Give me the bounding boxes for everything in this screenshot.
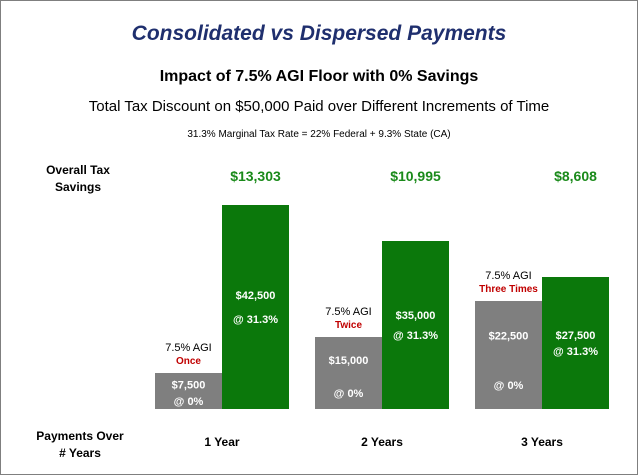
overall-savings-label-line1: Overall Tax (46, 163, 110, 177)
chart-subtitle: Impact of 7.5% AGI Floor with 0% Savings (159, 68, 479, 85)
chart-subtitle-secondary: Total Tax Discount on $50,000 Paid over … (88, 98, 550, 115)
bar-green-2 (382, 241, 449, 409)
payments-label: Payments Over # Years (30, 428, 130, 462)
agi-label: 7.5% AGI (485, 270, 531, 282)
tax-rate-note: 31.3% Marginal Tax Rate = 22% Federal + … (187, 129, 451, 140)
bar-gray-value-label: $22,500 (489, 331, 529, 343)
overall-savings-label: Overall Tax Savings (38, 162, 118, 196)
bar-green-rate-label: @ 31.3% (393, 330, 438, 342)
overall-savings-label-line2: Savings (54, 180, 102, 194)
bar-green-1 (222, 205, 289, 409)
category-label: 2 Years (361, 435, 403, 449)
category-label: 1 Year (204, 435, 239, 449)
bar-gray-rate-label: @ 0% (494, 380, 524, 392)
agi-frequency-label: Three Times (479, 284, 538, 295)
bar-green-value-label: $35,000 (396, 310, 436, 322)
bar-green-rate-label: @ 31.3% (233, 314, 278, 326)
bar-gray-value-label: $7,500 (172, 380, 206, 392)
overall-savings-value: $8,608 (554, 168, 597, 184)
agi-label: 7.5% AGI (165, 342, 211, 354)
agi-frequency-label: Twice (335, 320, 362, 331)
bar-gray-rate-label: @ 0% (174, 396, 204, 408)
bar-gray-value-label: $15,000 (329, 355, 369, 367)
bar-green-value-label: $42,500 (236, 290, 276, 302)
bar-gray-1 (155, 373, 222, 409)
overall-savings-value: $10,995 (390, 168, 441, 184)
category-label: 3 Years (521, 435, 563, 449)
agi-label: 7.5% AGI (325, 306, 371, 318)
bar-green-rate-label: @ 31.3% (553, 346, 598, 358)
bar-gray-rate-label: @ 0% (334, 388, 364, 400)
bar-green-value-label: $27,500 (556, 330, 596, 342)
payments-label-line2: # Years (59, 446, 101, 460)
payments-label-line1: Payments Over (36, 429, 124, 443)
chart-title: Consolidated vs Dispersed Payments (131, 22, 507, 45)
bar-gray-3 (475, 301, 542, 409)
bar-green-3 (542, 277, 609, 409)
agi-frequency-label: Once (176, 356, 201, 367)
bar-gray-2 (315, 337, 382, 409)
overall-savings-value: $13,303 (230, 168, 281, 184)
